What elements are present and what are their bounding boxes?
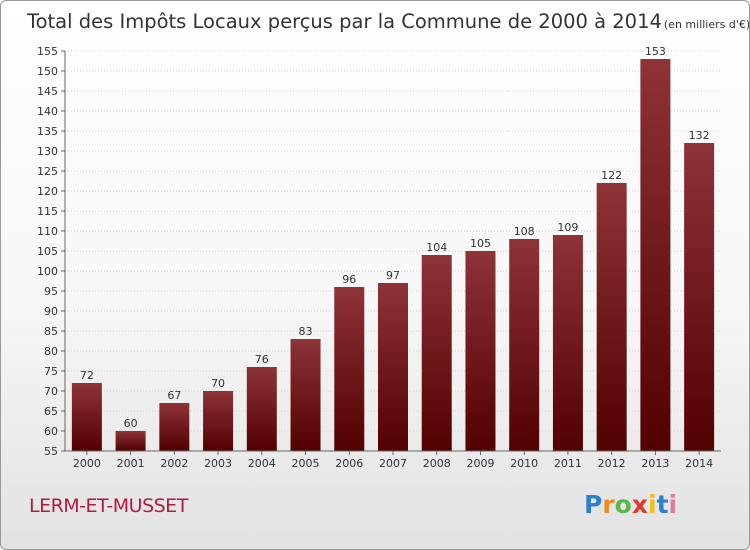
logo-letter: t (656, 490, 669, 519)
x-tick-label: 2006 (335, 457, 363, 470)
logo-letter: o (614, 490, 632, 519)
x-tick-label: 2011 (554, 457, 582, 470)
y-tick-label: 140 (37, 105, 58, 118)
x-tick-label: 2003 (204, 457, 232, 470)
bar-value-label: 105 (470, 237, 491, 250)
x-tick-label: 2008 (423, 457, 451, 470)
logo-letter: i (648, 490, 657, 519)
x-axis: 2000 2001 2002 2003 2004 2005 2006 2007 2008 2009… (73, 451, 713, 470)
bar-value-label: 104 (426, 241, 447, 254)
bar-value-label: 108 (514, 225, 535, 238)
y-tick-label: 80 (44, 345, 58, 358)
x-tick-label: 2002 (160, 457, 188, 470)
y-tick-label: 100 (37, 265, 58, 278)
bar-2014 (684, 143, 715, 451)
y-tick-label: 95 (44, 285, 58, 298)
commune-name: LERM-ET-MUSSET (29, 495, 188, 517)
y-tick-label: 150 (37, 65, 58, 78)
y-tick-label: 120 (37, 185, 58, 198)
bar-2011 (552, 235, 583, 451)
bar-2010 (509, 239, 540, 451)
x-tick-label: 2007 (379, 457, 407, 470)
bar-value-label: 97 (386, 269, 400, 282)
bar-2004 (246, 367, 277, 451)
x-tick-label: 2014 (685, 457, 713, 470)
bar-2009 (465, 251, 496, 451)
logo-letter: r (602, 490, 615, 519)
x-tick-label: 2001 (117, 457, 145, 470)
y-tick-label: 145 (37, 85, 58, 98)
chart-title-unit: (en milliers d'€) (664, 18, 750, 31)
x-tick-label: 2000 (73, 457, 101, 470)
bar-2008 (421, 255, 452, 451)
x-tick-label: 2004 (248, 457, 276, 470)
bar-2012 (596, 183, 627, 451)
x-tick-label: 2010 (510, 457, 538, 470)
y-tick-label: 110 (37, 225, 58, 238)
bars: 72 60 67 70 76 83 96 97 104 105 108 109 122 153 132 (71, 45, 715, 451)
bar-value-label: 83 (299, 325, 313, 338)
logo-letter: P (584, 490, 603, 519)
chart-title: Total des Impôts Locaux perçus par la Co… (26, 10, 750, 33)
y-tick-label: 75 (44, 365, 58, 378)
bar-2006 (334, 287, 365, 451)
bar-2013 (640, 59, 671, 451)
bar-value-label: 153 (645, 45, 666, 58)
x-tick-label: 2012 (598, 457, 626, 470)
bar-2001 (115, 431, 146, 451)
bar-value-label: 72 (80, 369, 94, 382)
y-tick-label: 70 (44, 385, 58, 398)
y-tick-label: 155 (37, 45, 58, 58)
y-tick-label: 135 (37, 125, 58, 138)
bar-value-label: 109 (557, 221, 578, 234)
y-tick-label: 60 (44, 425, 58, 438)
y-axis: 55 60 65 70 75 80 85 90 95 100 105 110 115 120 125 130 1… (37, 45, 66, 458)
y-tick-label: 115 (37, 205, 58, 218)
bar-2003 (203, 391, 234, 451)
bar-value-label: 70 (211, 377, 225, 390)
x-tick-label: 2013 (641, 457, 669, 470)
y-tick-label: 90 (44, 305, 58, 318)
proxiti-logo[interactable]: Proxiti (584, 490, 677, 519)
y-tick-label: 125 (37, 165, 58, 178)
bar-value-label: 96 (342, 273, 356, 286)
bar-2005 (290, 339, 321, 451)
y-tick-label: 85 (44, 325, 58, 338)
bar-value-label: 67 (167, 389, 181, 402)
bar-value-label: 60 (124, 417, 138, 430)
y-tick-label: 55 (44, 445, 58, 458)
bar-value-label: 122 (601, 169, 622, 182)
y-tick-label: 105 (37, 245, 58, 258)
bar-value-label: 132 (689, 129, 710, 142)
y-tick-label: 65 (44, 405, 58, 418)
bar-2002 (159, 403, 190, 451)
bar-value-label: 76 (255, 353, 269, 366)
logo-letter: x (631, 490, 648, 519)
y-tick-label: 130 (37, 145, 58, 158)
chart-title-main: Total des Impôts Locaux perçus par la Co… (26, 10, 662, 33)
bar-2000 (71, 383, 102, 451)
x-tick-label: 2009 (466, 457, 494, 470)
logo-letter: i (668, 490, 678, 519)
bar-2007 (378, 283, 408, 451)
x-tick-label: 2005 (292, 457, 320, 470)
